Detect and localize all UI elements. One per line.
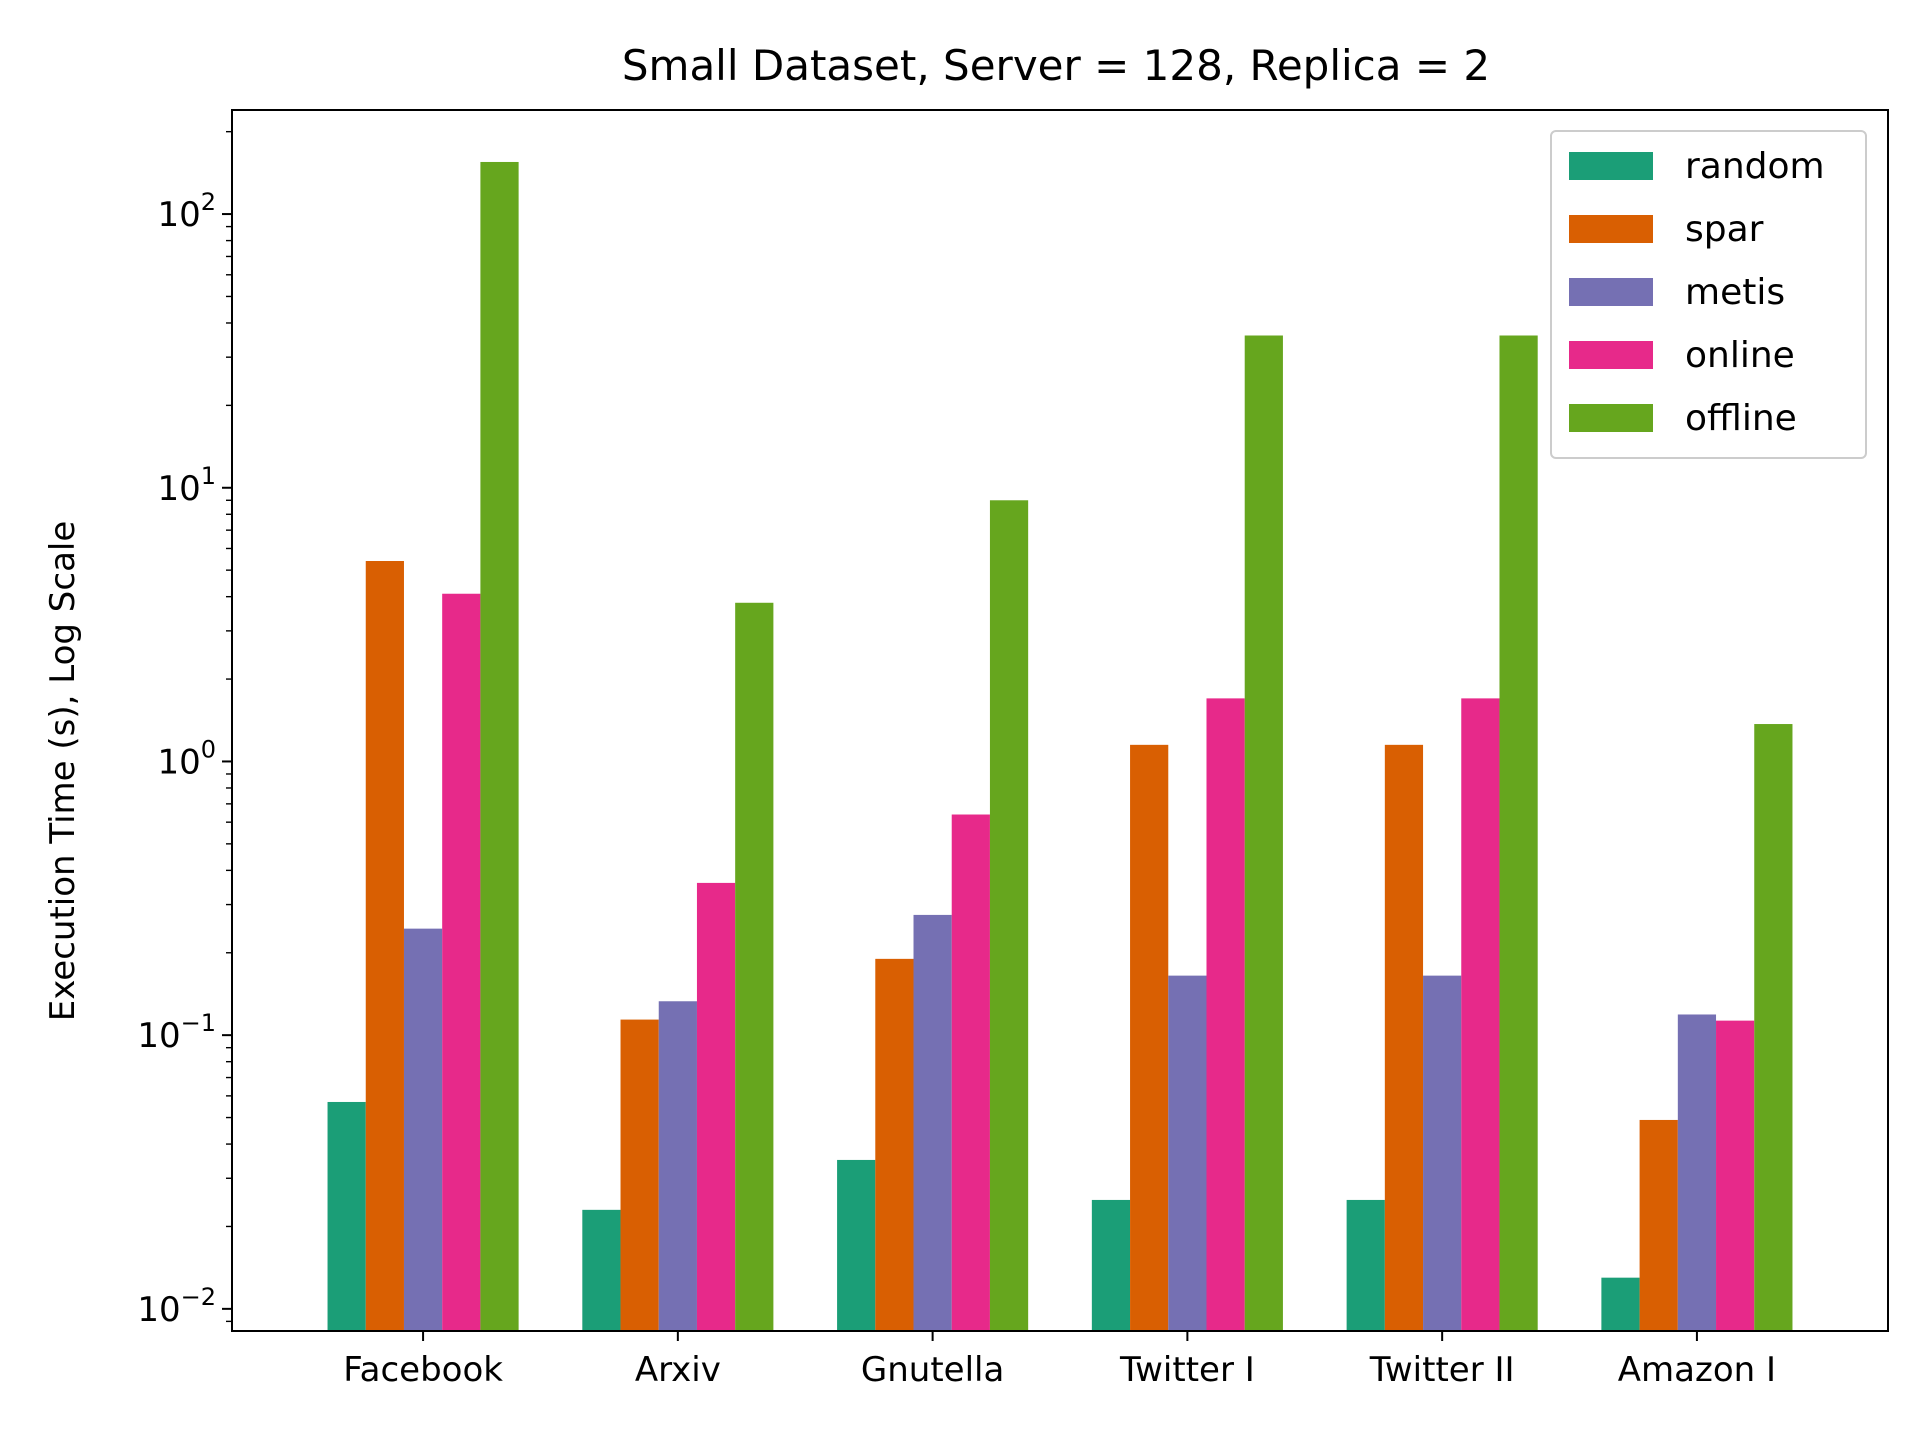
bar-offline-arxiv (735, 602, 774, 1331)
bar-random-twitter-ii (1346, 1199, 1385, 1331)
x-tick-label: Gnutella (861, 1350, 1004, 1390)
y-tick-label: 10−1 (137, 1009, 216, 1056)
y-tick-label: 102 (157, 188, 216, 235)
bar-metis-twitter-ii (1423, 975, 1462, 1331)
legend-swatch-online (1569, 341, 1653, 369)
bar-spar-twitter-i (1130, 744, 1169, 1331)
y-tick-base: 10 (137, 1016, 180, 1056)
bar-online-facebook (442, 593, 481, 1331)
chart-title: Small Dataset, Server = 128, Replica = 2 (622, 41, 1490, 90)
bar-random-arxiv (582, 1209, 621, 1331)
x-tick-label: Twitter I (1119, 1350, 1255, 1390)
bar-spar-facebook (365, 561, 404, 1331)
y-tick-base: 10 (157, 742, 200, 782)
bar-metis-twitter-i (1168, 975, 1207, 1331)
legend-swatch-metis (1569, 278, 1653, 306)
x-tick-label: Amazon I (1618, 1350, 1776, 1390)
bar-spar-twitter-ii (1384, 744, 1424, 1331)
bar-online-twitter-i (1206, 698, 1245, 1331)
legend-swatch-random (1569, 152, 1653, 180)
y-tick-label: 100 (157, 735, 216, 782)
bar-random-facebook (327, 1101, 366, 1331)
legend-frame (1550, 130, 1867, 459)
legend-swatch-spar (1569, 215, 1653, 243)
bar-offline-facebook (480, 161, 519, 1332)
y-tick-base: 10 (157, 195, 200, 235)
bar-metis-gnutella (913, 914, 952, 1331)
legend-label-spar: spar (1685, 209, 1764, 250)
legend: random spar metis online offline (1550, 130, 1867, 459)
bar-random-twitter-i (1091, 1199, 1131, 1331)
bar-metis-arxiv (658, 1001, 697, 1331)
legend-label-random: random (1685, 146, 1825, 187)
plot-frame (231, 109, 1889, 1332)
bar-random-gnutella (837, 1159, 876, 1331)
y-axis-label: Execution Time (s), Log Scale (43, 521, 83, 1022)
legend-label-offline: offline (1685, 398, 1797, 439)
y-tick-exponent: −1 (181, 1009, 216, 1037)
y-tick-label: 101 (157, 462, 216, 509)
bar-online-arxiv (696, 882, 736, 1331)
bar-spar-gnutella (875, 958, 914, 1331)
y-tick-exponent: 2 (201, 188, 216, 216)
bar-online-gnutella (951, 814, 990, 1331)
y-tick-base: 10 (137, 1290, 180, 1330)
bar-online-twitter-ii (1461, 698, 1500, 1331)
legend-label-metis: metis (1685, 272, 1785, 313)
y-tick-exponent: −2 (181, 1283, 216, 1311)
bars-layer (327, 161, 1793, 1332)
bar-random-amazon-i (1601, 1277, 1640, 1331)
bar-offline-amazon-i (1754, 724, 1793, 1331)
x-tick-label: Facebook (343, 1350, 503, 1390)
bar-spar-amazon-i (1639, 1119, 1678, 1331)
bar-offline-gnutella (989, 500, 1029, 1331)
bar-metis-facebook (403, 928, 443, 1331)
legend-label-online: online (1685, 335, 1795, 376)
x-tick-label: Arxiv (635, 1350, 721, 1390)
y-tick-exponent: 1 (201, 462, 216, 490)
x-tick-label: Twitter II (1369, 1350, 1515, 1390)
y-tick-label: 10−2 (137, 1283, 216, 1330)
y-tick-exponent: 0 (201, 735, 216, 763)
bar-online-amazon-i (1716, 1020, 1755, 1331)
y-tick-base: 10 (157, 469, 200, 509)
bar-offline-twitter-ii (1499, 335, 1538, 1331)
legend-swatch-offline (1569, 404, 1653, 432)
bar-offline-twitter-i (1244, 335, 1283, 1331)
bar-metis-amazon-i (1677, 1014, 1717, 1331)
bar-spar-arxiv (620, 1019, 659, 1331)
